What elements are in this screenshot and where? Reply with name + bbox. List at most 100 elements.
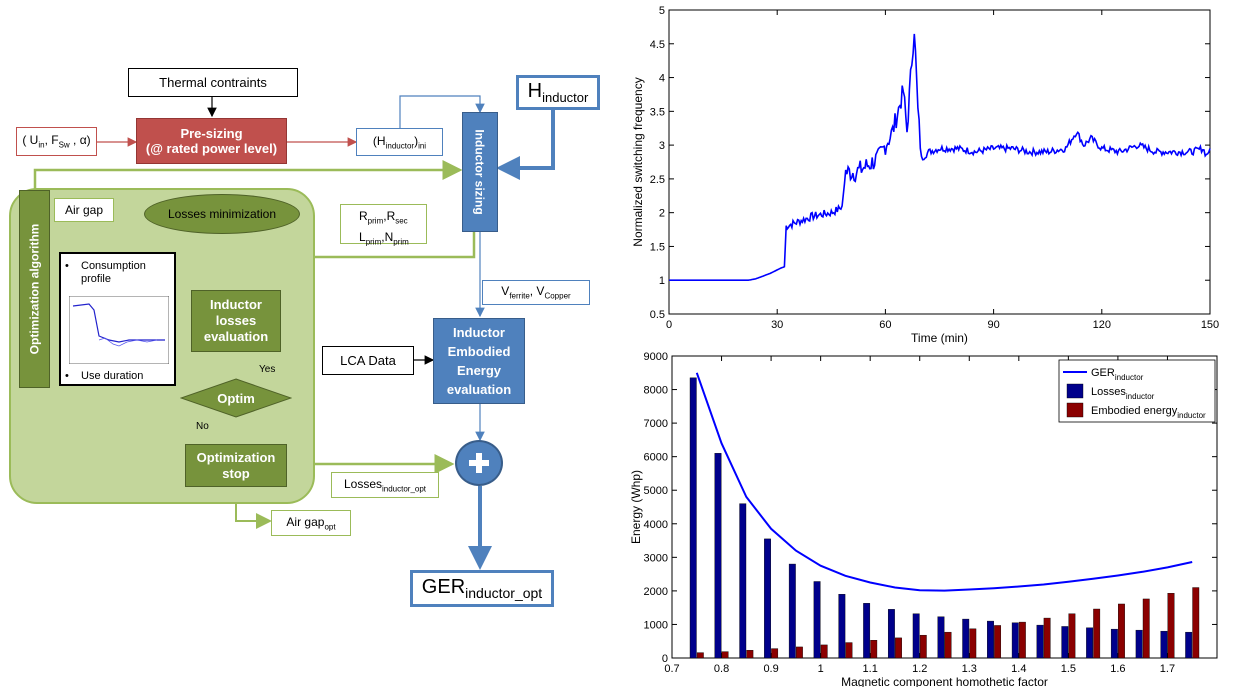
losses-bar	[1135, 629, 1143, 659]
y-tick-label: 7000	[644, 418, 668, 430]
losses-bar	[1110, 628, 1118, 659]
ger-series-line	[695, 372, 1193, 592]
embodied-energy-bar	[1018, 621, 1026, 659]
optimization-stop-label: Optimization stop	[196, 449, 276, 481]
x-tick-label: 1.5	[1061, 663, 1076, 675]
y-tick-label: 3.5	[650, 106, 665, 118]
switching-frequency-chart: 0 30 60 90 120 150 0.5 1 1.5 2 2.5 3 3.5 4 4.5 5 Time (m…	[631, 5, 1219, 345]
x-tick-label: 0.8	[714, 663, 729, 675]
no-label: No	[196, 421, 209, 432]
y-tick-label: 0	[662, 653, 668, 665]
x-tick-label: 90	[987, 319, 999, 331]
flow-diagram: Thermal contraints ( Uin, FSw , α) Pre-s…	[9, 68, 600, 607]
x-tick-label: 1.4	[1011, 663, 1026, 675]
pre-sizing-title: Pre-sizing	[180, 126, 243, 141]
y-tick-label: 1.5	[650, 241, 665, 253]
y-tick-label: 0.5	[650, 309, 665, 321]
consumption-profile-item: • Consumption profile	[65, 260, 146, 285]
plot-area	[668, 9, 1211, 315]
embodied-energy-bar	[1192, 587, 1200, 659]
losses-bar	[1185, 631, 1193, 659]
air-gap-label: Air gap	[64, 203, 104, 217]
embodied-energy-evaluation-label: Inductor Embodied Energy evaluation	[446, 325, 512, 397]
losses-bar	[912, 613, 920, 659]
yes-label: Yes	[259, 364, 276, 375]
embodied-energy-evaluation-box: Inductor Embodied Energy evaluation	[433, 318, 525, 404]
embodied-energy-bar	[721, 651, 729, 659]
losses-bar	[1036, 624, 1044, 659]
y-axis-label: Energy (Whp)	[629, 470, 643, 544]
x-tick-label: 60	[879, 319, 891, 331]
y-tick-label: 5000	[644, 485, 668, 497]
embodied-energy-bar	[771, 648, 779, 659]
y-tick-label: 6000	[644, 452, 668, 464]
legend-swatch	[1066, 383, 1084, 399]
losses-bar	[1061, 626, 1069, 659]
y-tick-label: 1	[659, 275, 665, 287]
volume-box: Vferrite, VCopper	[482, 280, 590, 305]
y-tick-label: 3	[659, 140, 665, 152]
embodied-energy-bar	[1068, 613, 1076, 659]
x-tick-label: 1.2	[912, 663, 927, 675]
thermal-constraints-box: Thermal contraints	[128, 68, 298, 97]
y-tick-label: 3000	[644, 552, 668, 564]
consumption-profile-thumbnail	[69, 296, 169, 364]
embodied-energy-bar	[746, 650, 754, 659]
losses-bar	[788, 563, 796, 659]
embodied-energy-bar	[895, 637, 902, 659]
y-tick-label: 4	[659, 73, 665, 85]
y-tick-label: 4.5	[650, 39, 665, 51]
embodied-energy-bar	[870, 640, 878, 659]
embodied-energy-bar	[1118, 603, 1125, 659]
losses-bar	[739, 503, 747, 659]
x-tick-label: 0	[666, 319, 672, 331]
losses-bar	[937, 616, 945, 659]
h-inductor-label: Hinductor	[527, 80, 589, 105]
optimization-algorithm-box: Optimization algorithm	[19, 190, 50, 388]
legend-entry-1: GERinductor	[1091, 367, 1144, 382]
losses-minimization-ellipse: Losses minimization	[144, 194, 300, 234]
use-duration-item: • Use duration	[65, 370, 144, 382]
embodied-energy-bar	[1167, 593, 1175, 659]
embodied-energy-bar	[845, 642, 853, 659]
pre-sizing-box: Pre-sizing (@ rated power level)	[136, 118, 287, 164]
y-tick-label: 1000	[644, 619, 668, 631]
embodied-energy-bar	[1093, 608, 1101, 659]
losses-bar	[689, 377, 697, 659]
inductor-sizing-label: Inductor sizing	[473, 129, 487, 215]
embodied-energy-bar	[1142, 598, 1150, 659]
losses-optimal-label: Lossesinductor_opt	[343, 476, 427, 494]
x-axis-label: Magnetic component homothetic factor	[841, 675, 1048, 687]
losses-bar	[1086, 627, 1094, 659]
volume-label: Vferrite, VCopper	[501, 284, 571, 301]
embodied-energy-bar	[919, 634, 927, 659]
frequency-series-line	[669, 33, 1211, 282]
optim-label-wrap: Optim	[180, 378, 292, 418]
h-inductor-initial-label: (Hinductor)ini	[372, 133, 427, 151]
x-axis-label: Time (min)	[911, 331, 968, 345]
inductor-sizing-box: Inductor sizing	[462, 112, 498, 232]
losses-bar	[863, 603, 871, 659]
resistance-line: Rprim,Rsec	[359, 209, 408, 226]
x-tick-label: 0.9	[763, 663, 778, 675]
embodied-energy-bar	[1043, 617, 1051, 659]
inductor-losses-evaluation-label: Inductor losses evaluation	[203, 297, 269, 344]
losses-bar	[838, 594, 846, 659]
h-inductor-initial-box: (Hinductor)ini	[356, 128, 443, 156]
embodied-energy-bar	[795, 646, 803, 659]
losses-bar	[714, 453, 722, 659]
losses-bar	[987, 620, 994, 659]
ger-optimal-label: GERinductor_opt	[421, 576, 543, 601]
embodied-energy-bar	[969, 628, 977, 659]
losses-bar	[887, 609, 895, 659]
y-axis-label: Normalized switching frequency	[631, 77, 645, 246]
ger-optimal-box: GERinductor_opt	[410, 570, 554, 607]
losses-minimization-label: Losses minimization	[167, 207, 277, 221]
losses-bar	[1011, 622, 1019, 659]
air-gap-optimal-box: Air gapopt	[271, 510, 351, 536]
legend-box	[1058, 359, 1216, 423]
h-inductor-box: Hinductor	[516, 75, 600, 110]
x-tick-label: 150	[1201, 319, 1219, 331]
legend-swatch	[1066, 402, 1084, 418]
pre-sizing-subtitle: (@ rated power level)	[145, 141, 278, 156]
